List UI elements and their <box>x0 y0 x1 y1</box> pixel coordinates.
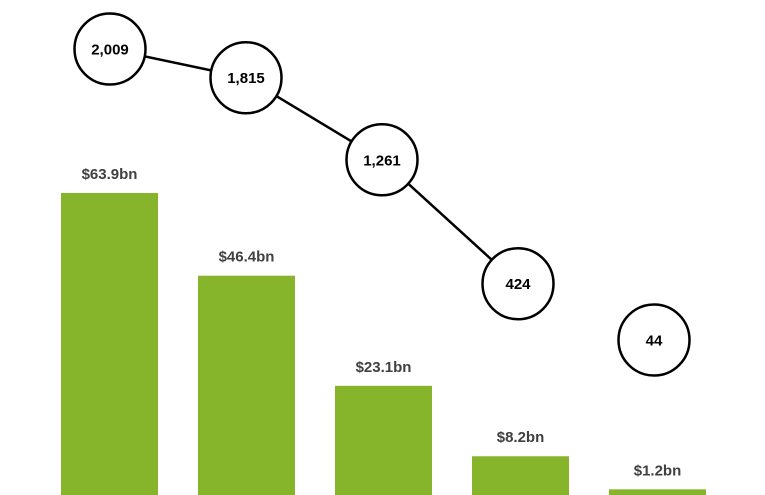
line-marker-1 <box>73 12 147 86</box>
line-marker-3 <box>345 123 419 197</box>
line-value-label: 424 <box>505 276 531 293</box>
bar-value-label: $63.9bn <box>82 166 138 183</box>
line-value-label: 1,815 <box>227 70 265 87</box>
bar-2 <box>198 275 295 495</box>
bar-labels-layer: $63.9bn $46.4bn $23.1bn $8.2bn $1.2bn <box>82 166 682 479</box>
bar-value-label: $46.4bn <box>219 249 275 266</box>
line-value-label: 2,009 <box>91 42 129 59</box>
line-marker-5 <box>617 303 691 377</box>
line-value-label: 44 <box>646 333 663 350</box>
bar-value-label: $8.2bn <box>497 429 545 446</box>
bar-3 <box>335 385 432 495</box>
markers-layer: 2,009 1,815 1,261 424 44 <box>73 12 691 377</box>
line-value-label: 1,261 <box>363 152 401 169</box>
line-layer <box>109 47 519 285</box>
bar-4 <box>472 456 569 495</box>
bars-layer <box>61 193 706 495</box>
bar-value-label: $1.2bn <box>634 462 682 479</box>
line-marker-2 <box>209 40 283 115</box>
bar-value-label: $23.1bn <box>356 359 412 376</box>
bar-5 <box>609 489 706 495</box>
line-marker-4 <box>481 246 555 321</box>
bar-1 <box>61 193 158 495</box>
